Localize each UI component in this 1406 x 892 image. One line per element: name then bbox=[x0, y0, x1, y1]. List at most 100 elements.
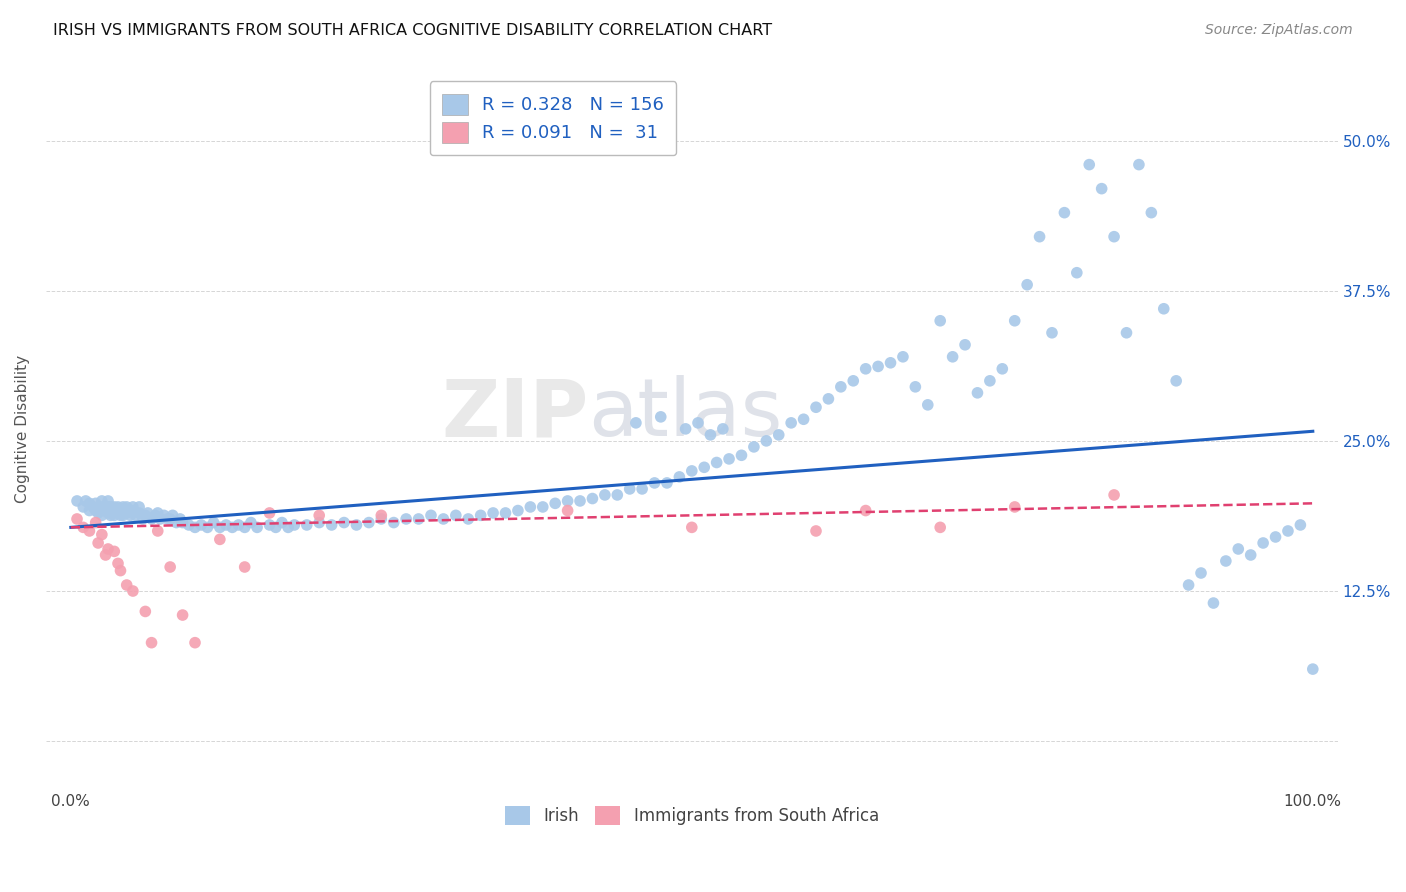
Point bbox=[1153, 301, 1175, 316]
Point bbox=[557, 494, 579, 508]
Point bbox=[110, 508, 132, 523]
Point bbox=[755, 434, 778, 448]
Point bbox=[432, 512, 454, 526]
Point bbox=[506, 503, 529, 517]
Point bbox=[1202, 596, 1225, 610]
Point bbox=[1128, 158, 1150, 172]
Point bbox=[531, 500, 554, 514]
Point bbox=[90, 527, 112, 541]
Point bbox=[197, 520, 219, 534]
Point bbox=[122, 503, 145, 517]
Point bbox=[295, 518, 318, 533]
Text: IRISH VS IMMIGRANTS FROM SOUTH AFRICA COGNITIVE DISABILITY CORRELATION CHART: IRISH VS IMMIGRANTS FROM SOUTH AFRICA CO… bbox=[53, 23, 772, 38]
Point bbox=[146, 506, 169, 520]
Point bbox=[1140, 205, 1163, 219]
Point bbox=[382, 516, 405, 530]
Point bbox=[115, 578, 138, 592]
Point bbox=[156, 512, 179, 526]
Point bbox=[768, 428, 790, 442]
Point bbox=[87, 500, 110, 514]
Point bbox=[277, 520, 299, 534]
Point bbox=[966, 385, 988, 400]
Point bbox=[457, 512, 479, 526]
Point bbox=[79, 503, 101, 517]
Point bbox=[482, 506, 505, 520]
Point bbox=[644, 475, 666, 490]
Point bbox=[593, 488, 616, 502]
Point bbox=[581, 491, 603, 506]
Point bbox=[668, 470, 690, 484]
Point bbox=[202, 516, 225, 530]
Point bbox=[246, 520, 269, 534]
Point bbox=[718, 451, 741, 466]
Point bbox=[128, 506, 150, 520]
Point bbox=[929, 520, 952, 534]
Point bbox=[134, 604, 156, 618]
Point bbox=[97, 506, 120, 520]
Point bbox=[979, 374, 1001, 388]
Point bbox=[97, 500, 120, 514]
Point bbox=[1215, 554, 1237, 568]
Point bbox=[82, 500, 104, 514]
Point bbox=[1227, 541, 1250, 556]
Point bbox=[97, 494, 120, 508]
Point bbox=[90, 500, 112, 514]
Point bbox=[1251, 536, 1274, 550]
Point bbox=[100, 508, 122, 523]
Point bbox=[72, 520, 94, 534]
Point bbox=[420, 508, 443, 523]
Point bbox=[115, 506, 138, 520]
Point bbox=[991, 361, 1014, 376]
Point bbox=[1302, 662, 1324, 676]
Point bbox=[143, 508, 166, 523]
Point bbox=[75, 494, 97, 508]
Point bbox=[842, 374, 865, 388]
Point bbox=[1277, 524, 1299, 538]
Point bbox=[804, 524, 827, 538]
Point bbox=[868, 359, 890, 374]
Point bbox=[136, 506, 159, 520]
Point bbox=[953, 338, 976, 352]
Point bbox=[94, 500, 117, 514]
Point bbox=[346, 518, 368, 533]
Point bbox=[681, 464, 703, 478]
Y-axis label: Cognitive Disability: Cognitive Disability bbox=[15, 355, 30, 503]
Point bbox=[233, 560, 256, 574]
Point bbox=[165, 516, 187, 530]
Point bbox=[94, 548, 117, 562]
Point bbox=[169, 512, 191, 526]
Point bbox=[793, 412, 815, 426]
Point bbox=[122, 584, 145, 599]
Point bbox=[79, 524, 101, 538]
Point bbox=[1078, 158, 1101, 172]
Point bbox=[333, 516, 356, 530]
Point bbox=[208, 520, 231, 534]
Point bbox=[184, 520, 207, 534]
Point bbox=[208, 533, 231, 547]
Point bbox=[681, 520, 703, 534]
Point bbox=[1028, 229, 1050, 244]
Point bbox=[94, 503, 117, 517]
Point bbox=[172, 516, 194, 530]
Point bbox=[221, 520, 243, 534]
Point bbox=[1189, 566, 1212, 580]
Point bbox=[66, 512, 89, 526]
Point bbox=[107, 557, 129, 571]
Point bbox=[120, 508, 142, 523]
Point bbox=[128, 500, 150, 514]
Point bbox=[1017, 277, 1039, 292]
Point bbox=[110, 503, 132, 517]
Point bbox=[370, 508, 392, 523]
Point bbox=[124, 508, 146, 523]
Point bbox=[122, 500, 145, 514]
Point bbox=[111, 508, 134, 523]
Point bbox=[917, 398, 939, 412]
Point bbox=[1066, 266, 1088, 280]
Point bbox=[1264, 530, 1286, 544]
Point bbox=[84, 496, 107, 510]
Point bbox=[1102, 229, 1125, 244]
Point bbox=[619, 482, 641, 496]
Point bbox=[891, 350, 914, 364]
Point bbox=[239, 516, 262, 530]
Point bbox=[134, 508, 156, 523]
